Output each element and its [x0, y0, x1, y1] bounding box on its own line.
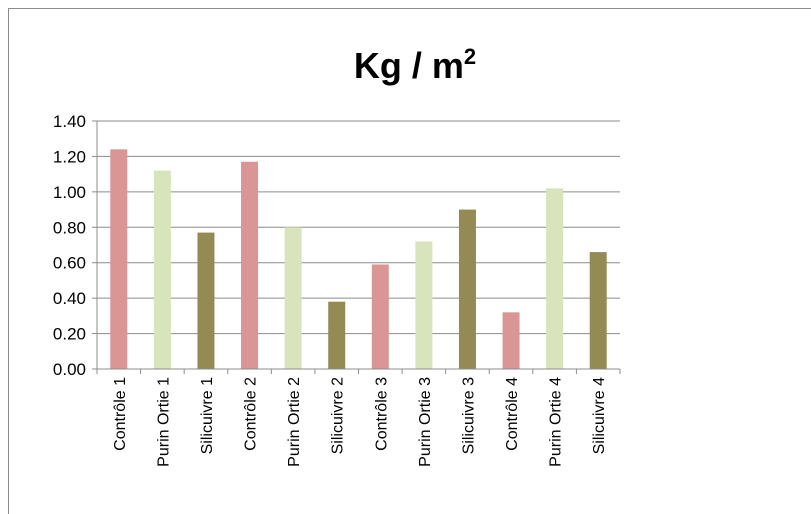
bar [415, 241, 433, 369]
y-tick-label: 0.00 [53, 360, 86, 379]
x-tick-label: Silicuivre 2 [330, 377, 347, 454]
y-tick-label: 0.80 [53, 218, 86, 237]
x-tick-label: Silicuivre 3 [460, 377, 477, 454]
bar [110, 149, 128, 369]
bar [153, 170, 171, 369]
axes [96, 121, 621, 374]
x-axis-ticks: Contrôle 1 Purin Ortie 1 Silicuivre 1 Contr… [112, 377, 608, 467]
x-tick-label: Purin Ortie 1 [155, 377, 172, 467]
x-tick-label: Contrôle 3 [373, 377, 390, 451]
y-tick-label: 0.60 [53, 254, 86, 273]
bar [502, 312, 520, 369]
y-tick-label: 1.00 [53, 183, 86, 202]
bar [546, 188, 564, 369]
x-tick-label: Contrôle 2 [243, 377, 260, 451]
chart-title: Kg / m2 [354, 44, 476, 86]
x-tick-label: Contrôle 4 [504, 377, 521, 451]
x-tick-label: Purin Ortie 3 [417, 377, 434, 467]
gridlines [97, 120, 620, 335]
bar [371, 264, 389, 369]
x-tick-label: Purin Ortie 4 [548, 377, 565, 467]
bars [110, 149, 607, 369]
y-tick-label: 0.20 [53, 325, 86, 344]
x-tick-label: Silicuivre 4 [591, 377, 608, 454]
bar [589, 252, 607, 369]
y-tick-label: 0.40 [53, 289, 86, 308]
chart-frame [8, 8, 811, 514]
chart-title-superscript: 2 [464, 44, 476, 69]
y-tick-label: 1.20 [53, 147, 86, 166]
bar [284, 227, 302, 369]
x-tick-label: Purin Ortie 2 [286, 377, 303, 467]
bar [328, 301, 346, 369]
y-axis-ticks: 0.00 0.20 0.40 0.60 0.80 1.00 1.20 1.40 [53, 112, 97, 379]
x-tick-label: Contrôle 1 [112, 377, 129, 451]
chart-title-text: Kg / m [354, 45, 464, 86]
bar [241, 161, 259, 369]
y-tick-label: 1.40 [53, 112, 86, 131]
bar [458, 209, 476, 369]
x-tick-label: Silicuivre 1 [199, 377, 216, 454]
bar [197, 232, 215, 369]
